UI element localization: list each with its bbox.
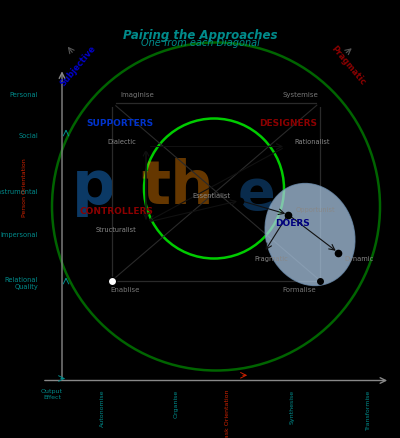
Text: Subjective: Subjective (58, 43, 98, 88)
Text: Transformise: Transformise (366, 389, 370, 429)
Text: Enablise: Enablise (110, 286, 139, 292)
Text: SUPPORTERS: SUPPORTERS (86, 119, 154, 128)
Text: Formalise: Formalise (282, 286, 316, 292)
Text: Person Orientation: Person Orientation (22, 158, 26, 216)
Text: One from each Diagonal: One from each Diagonal (140, 38, 260, 48)
Text: Imaginise: Imaginise (120, 92, 154, 98)
Text: Task Orientation: Task Orientation (226, 389, 230, 438)
Text: Pairing the Approaches: Pairing the Approaches (123, 29, 277, 42)
Text: p: p (72, 158, 116, 216)
Text: DOERS: DOERS (275, 219, 309, 227)
Text: DESIGNERS: DESIGNERS (259, 119, 317, 128)
Text: Pragmatic: Pragmatic (254, 255, 288, 261)
Text: e: e (237, 166, 275, 220)
Ellipse shape (265, 184, 355, 286)
Text: Opportunist: Opportunist (296, 207, 336, 213)
Text: Social: Social (18, 132, 38, 138)
Text: Structuralist: Structuralist (95, 226, 136, 232)
Text: CONTROLLERS: CONTROLLERS (79, 207, 153, 215)
Text: Relational
Quality: Relational Quality (5, 276, 38, 290)
Text: Essentialist: Essentialist (192, 193, 230, 199)
Text: Rationalist: Rationalist (294, 138, 330, 145)
Text: Pragmatic: Pragmatic (329, 44, 367, 87)
Text: Impersonal: Impersonal (1, 232, 38, 238)
Text: Dynamic: Dynamic (345, 255, 374, 261)
Text: Personal: Personal (10, 92, 38, 98)
Text: Synthesise: Synthesise (290, 389, 294, 423)
Text: Dialectic: Dialectic (107, 138, 136, 145)
Text: Organise: Organise (174, 389, 178, 417)
Text: th: th (142, 158, 214, 216)
Text: Systemise: Systemise (282, 92, 318, 98)
Text: Output
Effect: Output Effect (41, 389, 63, 399)
Text: Autonomise: Autonomise (100, 389, 104, 426)
Text: Instrumental: Instrumental (0, 188, 38, 194)
